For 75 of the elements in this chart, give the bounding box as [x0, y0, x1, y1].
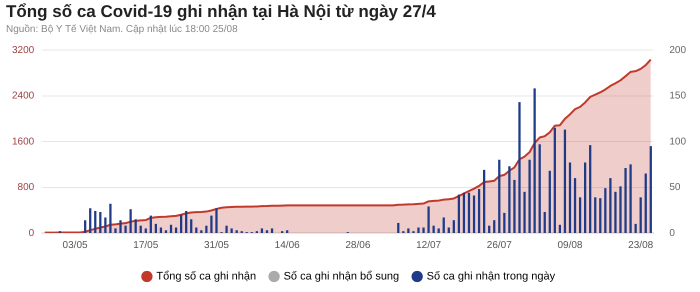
bar	[534, 88, 536, 233]
x-tick-label: 28/06	[345, 240, 371, 251]
x-tick-label: 14/06	[274, 240, 300, 251]
y-tick-label: 2400	[12, 90, 35, 102]
bar	[503, 212, 506, 233]
bar	[140, 226, 142, 233]
legend-label: Tổng số ca ghi nhận	[156, 270, 256, 283]
bar	[544, 212, 546, 233]
bar	[94, 211, 96, 233]
y2-tick-label: 200	[669, 44, 686, 56]
bar	[432, 226, 435, 233]
bar	[599, 198, 602, 233]
bar	[452, 220, 455, 233]
chart-subtitle: Nguồn: Bộ Y Tế Việt Nam. Cập nhật lúc 18:00 25/08	[6, 24, 238, 35]
bar	[407, 228, 410, 233]
bar	[150, 216, 152, 233]
x-tick-label: 23/08	[628, 240, 654, 251]
bar	[538, 144, 541, 233]
bar	[124, 226, 127, 233]
x-tick-label: 17/05	[133, 240, 159, 251]
bar	[230, 228, 233, 233]
bar	[190, 219, 192, 233]
bar	[589, 145, 592, 233]
x-tick-label: 03/05	[62, 240, 88, 251]
bar	[144, 228, 147, 233]
bar	[442, 217, 445, 233]
bar	[483, 170, 486, 233]
x-tick-label: 26/07	[486, 240, 512, 251]
bar	[604, 188, 606, 233]
x-tick-label: 12/07	[416, 240, 442, 251]
bar	[448, 228, 450, 233]
bar	[225, 226, 228, 233]
bar	[458, 194, 460, 233]
y-tick-label: 800	[18, 182, 35, 193]
bar	[185, 211, 188, 233]
bar	[548, 170, 551, 233]
bar	[594, 197, 596, 233]
bar	[488, 226, 490, 233]
bar	[650, 146, 652, 233]
bar	[554, 128, 556, 233]
chart-title: Tổng số ca Covid-19 ghi nhận tại Hà Nội từ ngày 27/4	[6, 2, 436, 22]
bar	[508, 166, 511, 233]
y-tick-label: 3200	[12, 44, 35, 56]
bar	[493, 220, 496, 233]
legend-label: Số ca ghi nhận bổ sung	[284, 270, 400, 283]
bar	[397, 222, 400, 233]
bar	[634, 224, 637, 233]
y2-tick-label: 50	[669, 182, 681, 193]
bar	[205, 226, 208, 233]
bar	[286, 230, 288, 233]
bar	[84, 220, 86, 233]
bar	[154, 224, 158, 233]
bar	[200, 230, 202, 233]
bar	[195, 228, 198, 233]
bar	[89, 208, 92, 233]
bar	[584, 162, 586, 233]
y2-tick-label: 0	[669, 228, 676, 239]
legend-label: Số ca ghi nhận trong ngày	[426, 270, 556, 283]
bar	[180, 214, 182, 233]
bar	[498, 160, 500, 233]
y2-tick-label: 150	[669, 90, 686, 102]
bar	[640, 197, 642, 233]
bar	[644, 174, 647, 233]
bar	[119, 220, 122, 233]
y2-tick-label: 100	[669, 136, 686, 148]
y-tick-label: 0	[28, 228, 35, 239]
x-tick-label: 09/08	[557, 240, 583, 251]
y-tick-label: 1600	[12, 136, 35, 148]
x-tick-label: 31/05	[204, 240, 230, 251]
bar	[236, 230, 238, 233]
bar	[134, 219, 137, 233]
bar	[104, 217, 107, 233]
bar	[438, 228, 440, 233]
bar	[99, 212, 102, 233]
bar	[129, 209, 132, 233]
